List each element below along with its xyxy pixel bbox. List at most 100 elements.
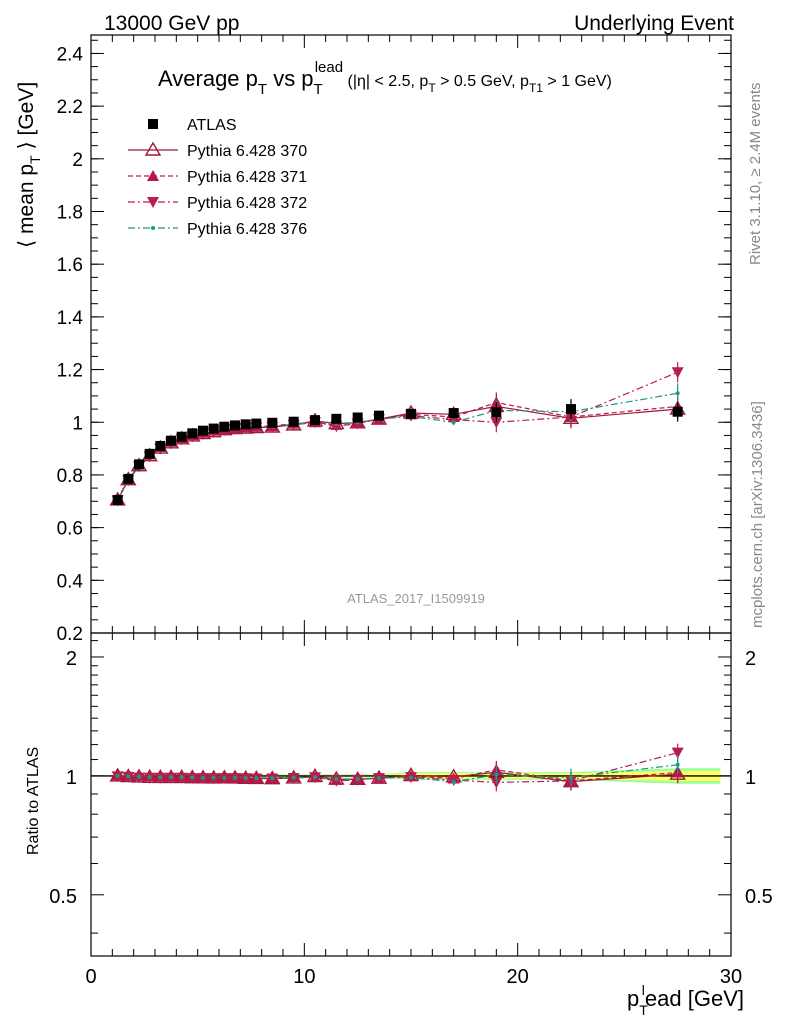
ratio-point [243,775,248,780]
ratio-point [494,772,499,777]
ratio-panel: 0.5 0.51 12 20 10 20 30 [49,632,773,988]
ratio-point [291,775,296,780]
main-point [672,406,683,417]
ratio-point [137,774,141,779]
main-series-line [117,401,678,500]
legend-label: Pythia 6.428 371 [187,169,307,186]
header-left: 13000 GeV pp [104,12,239,35]
main-point [491,407,502,418]
x-tick-label: 30 [720,966,742,988]
ratio-point [254,776,259,781]
main-point [112,494,123,505]
ratio-point [147,775,152,780]
legend-marker [151,226,155,230]
main-point [187,428,198,439]
main-point [166,435,176,446]
chart-title: Average pT vs pTlead (|η| < 2.5, pT > 0.… [158,59,612,98]
main-ytick-label: 0.6 [57,519,83,540]
ratio-point [169,775,173,780]
header-right: Underlying Event [574,12,734,35]
ratio-ytick-label-right: 1 [745,767,756,789]
main-point [230,420,240,431]
main-ytick-label: 1 [72,413,83,434]
main-ytick-label: 0.8 [57,466,83,487]
ratio-ytick-label: 0.5 [49,886,77,908]
ratio-point [190,775,195,780]
ratio-point [451,779,456,784]
main-point [123,473,134,484]
watermark: ATLAS_2017_I1509919 [347,591,485,606]
main-point [176,431,187,442]
main-series-line [117,405,678,501]
main-ytick-label: 1.2 [57,361,83,382]
main-point [451,420,456,425]
main-point [219,421,230,432]
ratio-ytick-label-right: 0.5 [745,886,773,908]
ratio-ylabel: Ratio to ATLAS [25,747,42,855]
main-point [288,416,299,427]
main-ylabel: ⟨ mean pT ⟩ [GeV] [15,82,43,248]
main-point [310,415,320,426]
ratio-point [355,777,360,782]
ratio-point [671,747,684,759]
main-point [490,417,503,429]
legend-marker [148,119,158,129]
main-point [331,413,342,424]
legend-label: Pythia 6.428 372 [187,195,307,212]
x-tick-label: 10 [293,966,315,988]
main-point [267,417,278,428]
main-ytick-label: 2.4 [57,44,84,65]
ratio-point [330,775,343,787]
ratio-point [313,775,317,780]
ratio-ytick-label: 1 [66,767,77,789]
main-point [251,418,262,429]
legend: ATLAS Pythia 6.428 370 Pythia 6.428 371 Pyt… [128,117,307,238]
mcplots-label: mcplots.cern.ch [arXiv:1306.3436] [749,401,766,628]
x-tick-label: 0 [85,966,96,988]
main-ytick-label: 1.8 [57,203,83,224]
ratio-point [675,762,680,767]
x-tick-label: 20 [507,966,529,988]
legend-label: Pythia 6.428 376 [187,221,307,238]
main-panel: 0.2 0.4 0.6 0.8 1 1.2 1.4 1.6 1.8 2 2.2 2.4 [57,34,732,645]
main-point [134,459,144,470]
main-point [671,367,684,379]
main-point [240,419,251,430]
ratio-point [270,776,275,781]
legend-marker [147,170,159,181]
ratio-point [115,773,120,778]
rivet-label: Rivet 3.1.10, ≥ 2.4M events [747,83,764,266]
main-ytick-label: 2 [72,150,83,171]
main-ytick-label: 0.2 [57,624,83,645]
legend-marker [144,141,162,156]
main-point [144,448,155,459]
main-point [675,391,680,396]
legend-marker [147,197,159,208]
legend-label: ATLAS [187,117,237,134]
main-point [566,404,576,415]
main-point [330,421,343,433]
main-ytick-label: 2.2 [57,97,83,118]
main-point [448,408,459,419]
main-series-line [117,392,678,500]
ratio-ytick-label-right: 2 [745,648,756,670]
ratio-point [233,775,237,780]
main-point [208,423,219,434]
ratio-point [409,775,413,780]
x-axis-label: pTlead [GeV] [627,982,744,1018]
ratio-point [201,775,205,780]
main-ytick-label: 1.6 [57,255,83,276]
ratio-ytick-label: 2 [66,648,77,670]
ratio-point [569,775,573,780]
ratio-point [222,775,227,780]
main-ytick-label: 1.4 [57,308,84,329]
main-point [352,412,363,423]
ratio-point [179,775,184,780]
main-point [198,425,208,436]
ratio-point [377,776,381,781]
main-point [155,440,166,451]
main-point [406,408,416,419]
ratio-point [126,774,131,779]
main-point [374,410,384,421]
